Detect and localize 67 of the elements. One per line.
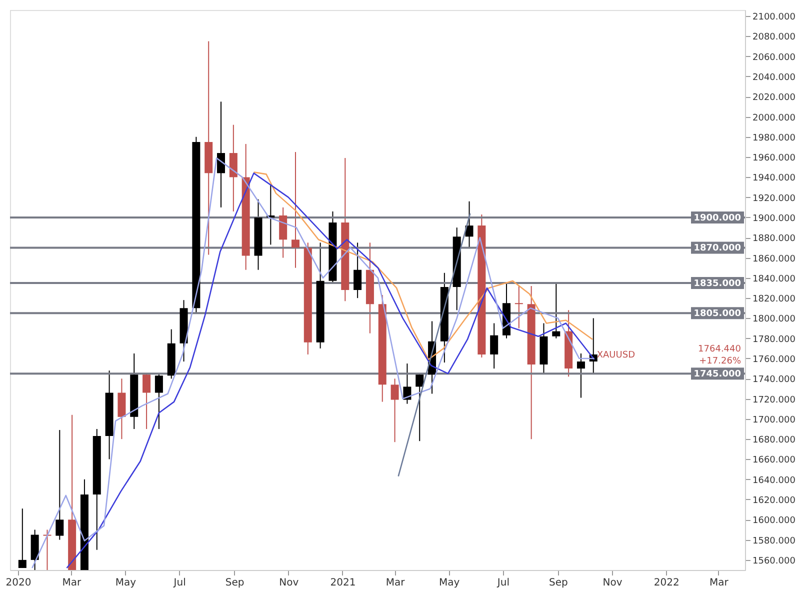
y-tick-label: 1860.000 — [752, 254, 796, 264]
y-tick-label: 1580.000 — [752, 536, 796, 546]
annotation: 1764.440 — [698, 344, 742, 354]
x-tick-label: 2022 — [654, 578, 680, 588]
y-tick-label: 1560.000 — [752, 556, 796, 566]
y-tick-label: 1980.000 — [752, 133, 796, 144]
y-tick-label: 1700.000 — [752, 415, 796, 426]
candlestick — [18, 508, 26, 568]
x-tick-label: Nov — [602, 578, 622, 588]
candlestick — [403, 363, 412, 404]
y-tick-label: 1760.000 — [752, 354, 796, 365]
x-tick-label: Jul — [496, 578, 510, 588]
y-tick-label: 1660.000 — [752, 456, 796, 466]
candlestick — [217, 101, 226, 208]
y-tick-label: 1820.000 — [752, 294, 796, 305]
y-tick-label: 1900.000 — [752, 214, 796, 224]
candlestick — [490, 322, 498, 370]
candlestick — [56, 430, 64, 540]
x-tick-label: Mar — [709, 578, 730, 588]
y-tick-label: 1880.000 — [752, 234, 796, 244]
ref-line-label: 1900.000 — [694, 213, 741, 224]
candlestick — [576, 352, 585, 398]
candlestick — [354, 242, 362, 299]
y-tick-label: 1940.000 — [752, 174, 796, 184]
x-tick-label: 2020 — [6, 578, 32, 588]
candlestick — [291, 152, 300, 268]
line-series — [253, 172, 594, 360]
y-tick-label: 1780.000 — [752, 334, 796, 345]
x-tick-label: May — [439, 578, 460, 588]
candlestick — [514, 285, 523, 329]
candlestick — [142, 373, 151, 430]
y-tick-label: 1840.000 — [752, 274, 796, 284]
annotation: +17.26% — [699, 356, 742, 366]
candlestick — [43, 529, 52, 570]
y-tick-label: 2060.000 — [752, 52, 796, 63]
y-tick-label: 1640.000 — [752, 476, 796, 486]
candlestick — [416, 373, 424, 442]
x-tick-label: Mar — [62, 578, 82, 588]
x-tick-label: Sep — [225, 578, 244, 588]
x-tick-label: Sep — [548, 578, 568, 588]
annotation: XAUUSD — [596, 350, 636, 360]
y-tick-label: 1960.000 — [752, 154, 796, 164]
candlestick — [154, 373, 163, 430]
y-tick-label: 1680.000 — [752, 436, 796, 446]
candlestick — [552, 283, 560, 339]
y-tick-label: 2000.000 — [752, 113, 796, 124]
x-tick-label: Mar — [386, 578, 406, 588]
y-tick-label: 2100.000 — [752, 12, 796, 23]
ref-line-label: 1835.000 — [694, 278, 741, 289]
ref-line-label: 1805.000 — [694, 309, 741, 320]
y-tick-label: 2040.000 — [752, 72, 796, 83]
y-tick-label: 1800.000 — [752, 314, 796, 325]
y-tick-label: 1600.000 — [752, 516, 796, 526]
x-tick-label: Jul — [172, 578, 186, 588]
y-tick-label: 1920.000 — [752, 194, 796, 204]
ref-line-label: 1870.000 — [694, 244, 741, 254]
candlestick — [390, 378, 399, 443]
y-tick-label: 1620.000 — [752, 496, 796, 506]
y-tick-label: 2020.000 — [752, 93, 796, 104]
y-tick-label: 1740.000 — [752, 375, 796, 386]
ref-line-label: 1745.000 — [694, 370, 741, 380]
x-tick-label: May — [115, 578, 136, 588]
x-tick-label: Nov — [279, 578, 299, 588]
y-tick-label: 2080.000 — [752, 32, 796, 43]
candlestick — [465, 200, 474, 248]
y-tick-label: 1720.000 — [752, 395, 796, 406]
x-tick-label: 2021 — [330, 578, 356, 588]
